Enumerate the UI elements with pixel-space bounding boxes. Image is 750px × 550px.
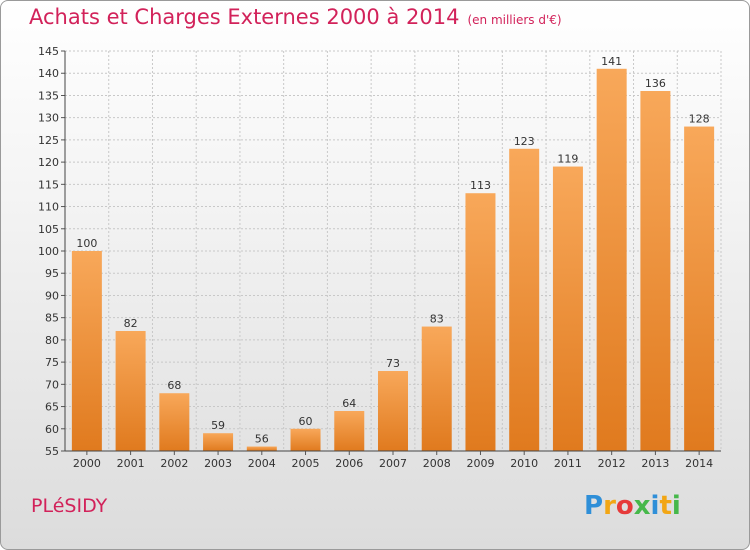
bar <box>421 326 452 451</box>
y-tick-label: 100 <box>38 245 59 258</box>
chart-unit: (en milliers d'€) <box>467 13 562 27</box>
bar <box>71 251 102 451</box>
data-label: 119 <box>557 153 578 166</box>
data-label: 141 <box>601 55 622 68</box>
data-label: 59 <box>211 419 225 432</box>
data-label: 56 <box>255 433 269 446</box>
bar <box>246 446 277 451</box>
x-tick-label: 2010 <box>510 457 538 470</box>
y-tick-label: 80 <box>45 334 59 347</box>
data-label: 83 <box>430 313 444 326</box>
bars <box>71 68 715 452</box>
bar <box>334 411 365 451</box>
y-tick-label: 85 <box>45 312 59 325</box>
logo-letter: t <box>659 491 672 521</box>
proxiti-logo: Proxiti <box>584 491 681 521</box>
y-tick-label: 70 <box>45 378 59 391</box>
logo-letter: i <box>650 491 660 521</box>
axes: 55 60 65 70 75 80 85 90 95 100 105 110 115 120 125 130 1… <box>38 45 721 458</box>
bar <box>159 393 190 451</box>
y-tick-label: 65 <box>45 401 59 414</box>
data-label: 113 <box>470 179 491 192</box>
data-label: 82 <box>124 317 138 330</box>
bar <box>378 371 408 451</box>
data-label: 73 <box>386 357 400 370</box>
x-tick-label: 2005 <box>292 457 320 470</box>
y-tick-label: 140 <box>38 67 59 80</box>
y-tick-label: 75 <box>45 356 59 369</box>
commune-name: PLéSIDY <box>31 495 108 517</box>
bar <box>640 91 671 451</box>
y-tick-label: 95 <box>45 267 59 280</box>
chart-title-text: Achats et Charges Externes 2000 à 2014 <box>29 5 460 29</box>
x-tick-label: 2000 <box>73 457 101 470</box>
x-tick-label: 2011 <box>554 457 582 470</box>
x-tick-label: 2009 <box>466 457 494 470</box>
labels: 2000 100 2001 82 2002 68 2003 59 2004 56 2005 60 200… <box>73 55 713 470</box>
y-tick-label: 125 <box>38 134 59 147</box>
bar <box>465 193 496 451</box>
bar <box>509 148 540 451</box>
data-label: 68 <box>167 379 181 392</box>
logo-letter: o <box>615 491 634 521</box>
data-label: 123 <box>514 135 535 148</box>
chart-title: Achats et Charges Externes 2000 à 2014 (e… <box>29 5 562 29</box>
bar <box>596 68 627 452</box>
x-tick-label: 2007 <box>379 457 407 470</box>
x-tick-label: 2014 <box>685 457 713 470</box>
logo-letter: P <box>584 491 604 521</box>
y-tick-label: 115 <box>38 178 59 191</box>
logo-letter: r <box>603 491 616 521</box>
data-label: 64 <box>342 397 356 410</box>
bar <box>684 126 715 452</box>
data-label: 100 <box>76 237 97 250</box>
bar <box>290 428 321 451</box>
data-label: 128 <box>689 113 710 126</box>
y-tick-label: 130 <box>38 112 59 125</box>
data-label: 136 <box>645 77 666 90</box>
y-tick-label: 105 <box>38 223 59 236</box>
x-tick-label: 2003 <box>204 457 232 470</box>
x-tick-label: 2012 <box>598 457 626 470</box>
x-tick-label: 2013 <box>641 457 669 470</box>
logo-letter: i <box>671 491 681 521</box>
logo-letter: x <box>633 491 651 521</box>
x-tick-label: 2001 <box>117 457 145 470</box>
x-tick-label: 2004 <box>248 457 276 470</box>
y-tick-label: 120 <box>38 156 59 169</box>
y-tick-label: 60 <box>45 423 59 436</box>
y-tick-label: 145 <box>38 45 59 58</box>
y-tick-label: 110 <box>38 201 59 214</box>
y-tick-label: 135 <box>38 89 59 102</box>
bar <box>203 433 234 451</box>
y-tick-label: 90 <box>45 289 59 302</box>
y-tick-label: 55 <box>45 445 59 458</box>
bar <box>115 331 146 451</box>
x-tick-label: 2006 <box>335 457 363 470</box>
bar <box>552 166 583 452</box>
x-tick-label: 2002 <box>160 457 188 470</box>
x-tick-label: 2008 <box>423 457 451 470</box>
data-label: 60 <box>299 415 313 428</box>
